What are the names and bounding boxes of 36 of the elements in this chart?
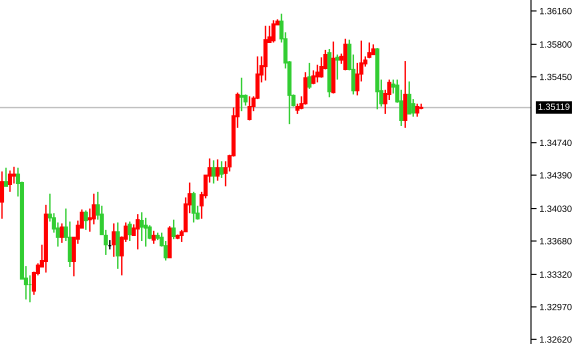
candlestick bbox=[152, 230, 156, 244]
candlestick bbox=[12, 166, 16, 184]
candlestick bbox=[0, 170, 4, 220]
y-tick-label: 1.33320 bbox=[540, 271, 572, 278]
candlestick bbox=[220, 160, 224, 179]
y-tick-label: 1.36160 bbox=[540, 8, 572, 14]
candlestick bbox=[371, 44, 376, 56]
candlestick bbox=[192, 191, 196, 224]
y-tick-label: 1.34740 bbox=[540, 140, 572, 146]
candlestick bbox=[212, 160, 216, 184]
y-tick-label: 1.34390 bbox=[540, 172, 572, 179]
y-tick-label: 1.32620 bbox=[540, 336, 572, 343]
candlestick bbox=[307, 62, 312, 90]
y-tick-label: 1.35450 bbox=[540, 74, 572, 80]
candlestick bbox=[415, 103, 420, 118]
candlestick bbox=[84, 210, 88, 231]
y-tick-label: 1.32970 bbox=[540, 304, 572, 310]
candlestick bbox=[407, 80, 412, 115]
candlestick bbox=[335, 54, 340, 80]
candlestick bbox=[136, 213, 140, 250]
y-tick-label: 1.33680 bbox=[540, 238, 572, 244]
candlestick bbox=[128, 220, 132, 242]
candlestick bbox=[60, 222, 64, 244]
candlestick bbox=[8, 170, 12, 193]
candlestick bbox=[4, 167, 8, 187]
candlestick bbox=[112, 222, 116, 258]
y-tick-label: 1.35800 bbox=[540, 41, 572, 48]
candlestick bbox=[172, 218, 176, 240]
ref-line-label: 1.35119 bbox=[538, 104, 570, 110]
candlestick bbox=[239, 77, 244, 112]
candlestick bbox=[216, 158, 220, 182]
candlestick bbox=[271, 20, 276, 44]
candlestick bbox=[315, 64, 320, 84]
candlestick bbox=[411, 98, 416, 118]
y-tick-label: 1.34030 bbox=[540, 206, 572, 212]
candlestick bbox=[247, 96, 252, 122]
